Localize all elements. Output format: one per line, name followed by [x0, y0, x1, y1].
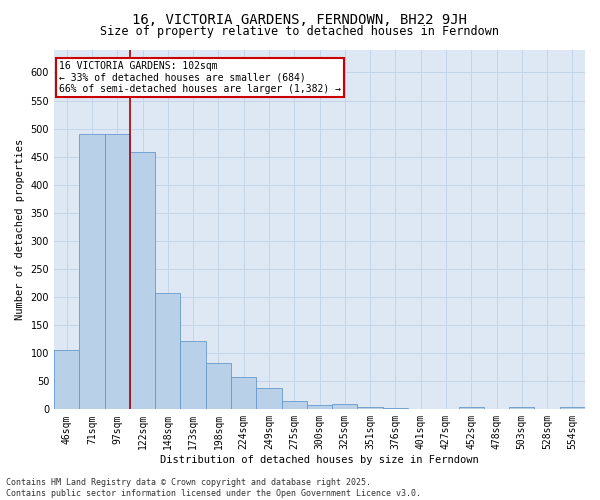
Bar — [181, 341, 206, 409]
Bar — [383, 408, 408, 410]
Y-axis label: Number of detached properties: Number of detached properties — [15, 139, 25, 320]
Bar — [307, 405, 332, 409]
Bar — [358, 406, 383, 410]
Bar — [560, 406, 585, 410]
Bar — [458, 406, 484, 410]
Bar — [332, 404, 358, 409]
Text: 16, VICTORIA GARDENS, FERNDOWN, BH22 9JH: 16, VICTORIA GARDENS, FERNDOWN, BH22 9JH — [133, 12, 467, 26]
Text: 16 VICTORIA GARDENS: 102sqm
← 33% of detached houses are smaller (684)
66% of se: 16 VICTORIA GARDENS: 102sqm ← 33% of det… — [59, 61, 341, 94]
Bar — [509, 406, 535, 410]
Bar — [79, 134, 104, 409]
Text: Size of property relative to detached houses in Ferndown: Size of property relative to detached ho… — [101, 25, 499, 38]
Bar — [130, 152, 155, 409]
Bar — [231, 378, 256, 410]
Bar — [206, 364, 231, 410]
Bar — [54, 350, 79, 410]
Bar — [256, 388, 281, 409]
Bar — [104, 134, 130, 409]
X-axis label: Distribution of detached houses by size in Ferndown: Distribution of detached houses by size … — [160, 455, 479, 465]
Bar — [155, 293, 181, 410]
Text: Contains HM Land Registry data © Crown copyright and database right 2025.
Contai: Contains HM Land Registry data © Crown c… — [6, 478, 421, 498]
Bar — [281, 402, 307, 409]
